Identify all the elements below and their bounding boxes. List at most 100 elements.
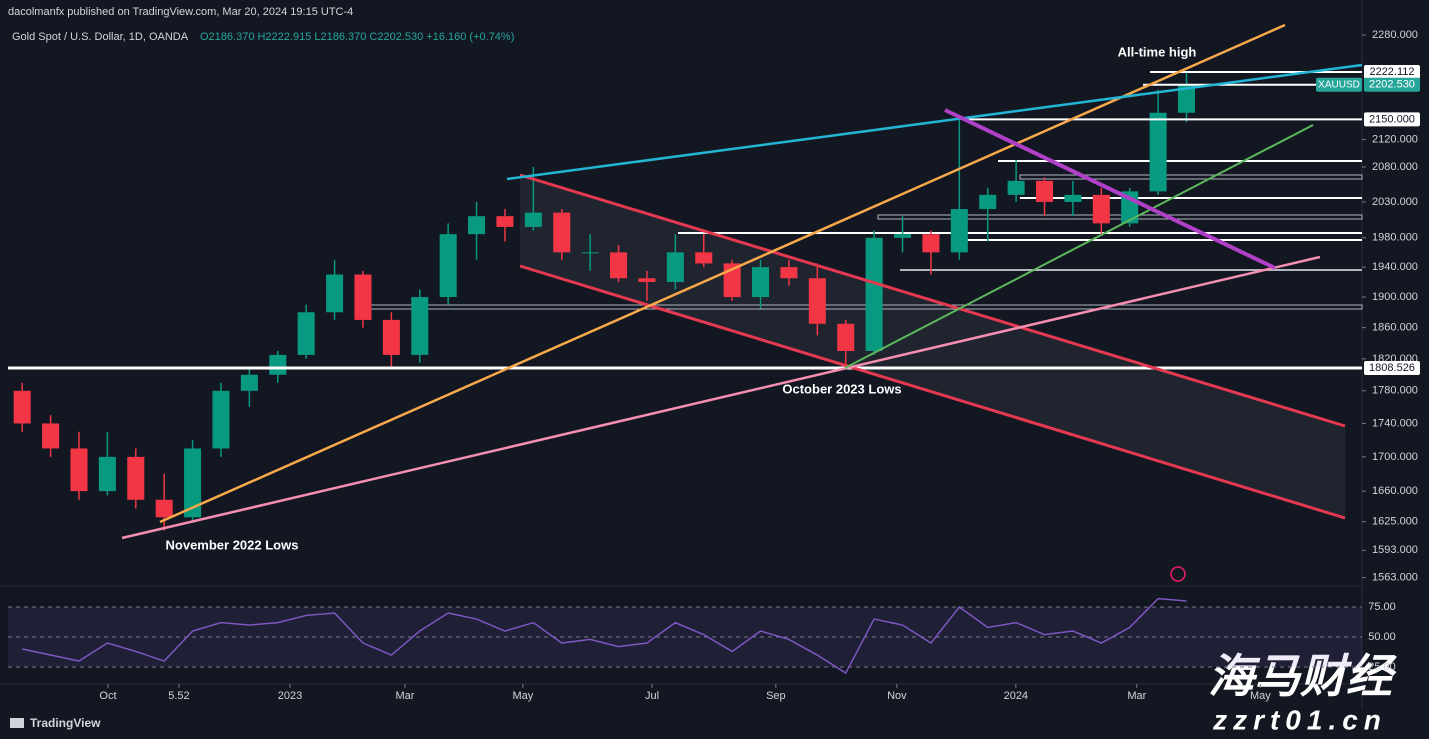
ohlc: O2186.370 H2222.915 L2186.370 C2202.530 … (200, 31, 514, 43)
annotation: November 2022 Lows (166, 537, 299, 552)
trend-line-purple (944, 108, 1276, 270)
publisher: dacolmanfx published on TradingView.com,… (8, 6, 353, 18)
candle-body (70, 448, 88, 492)
trend-line-green (844, 124, 1314, 369)
candle-body (1149, 112, 1167, 192)
candle-body (581, 252, 599, 254)
resistance-line (506, 63, 1363, 181)
candle-body (808, 278, 826, 324)
y-tick-label: 1563.000 (1372, 572, 1418, 584)
x-tick-label: Mar (1127, 690, 1146, 702)
candle-body (155, 499, 173, 518)
candle-body (184, 448, 202, 518)
candle-body (354, 274, 372, 320)
candle-body (837, 323, 855, 351)
candle-body (212, 390, 230, 449)
drawings (356, 160, 1363, 518)
candle-body (496, 216, 514, 227)
channel-fill (520, 175, 1345, 518)
y-tick-label: 75.00 (1368, 601, 1396, 613)
event-icon[interactable] (1170, 566, 1186, 582)
y-tick-label: 1625.000 (1372, 516, 1418, 528)
y-tick-label: 2030.000 (1372, 196, 1418, 208)
zone (877, 214, 1363, 220)
x-tick-label: Oct (99, 690, 116, 702)
x-tick-label: Jul (645, 690, 659, 702)
candle-body (269, 354, 287, 375)
x-tick-label: May (512, 690, 533, 702)
candles (13, 71, 1196, 531)
y-tick-label: 1740.000 (1372, 417, 1418, 429)
channel-lower (519, 264, 1346, 520)
x-tick-label: Nov (887, 690, 907, 702)
annotation: All-time high (1118, 44, 1197, 59)
candle-body (1064, 194, 1082, 202)
last-name: XAUUSD (1318, 79, 1360, 90)
candle-body (1035, 180, 1054, 202)
y-tick-label: 1780.000 (1372, 385, 1418, 397)
support-line (121, 255, 1321, 540)
watermark-url: zzrt01.cn (1212, 704, 1387, 735)
candle-body (695, 252, 713, 264)
symbol: Gold Spot / U.S. Dollar, 1D, OANDA (12, 31, 189, 43)
level-badge (1364, 65, 1420, 80)
candle-body (42, 423, 60, 449)
level-label: 1808.526 (1369, 362, 1415, 374)
level-badge (1364, 112, 1420, 127)
candle-body (326, 274, 344, 313)
x-tick-label: May (1250, 690, 1271, 702)
last-price-label: 2202.530 (1369, 79, 1415, 91)
candle-body (382, 319, 400, 355)
brand-logo (10, 718, 24, 728)
candle-body (468, 216, 486, 235)
y-tick-label: 2080.000 (1372, 161, 1418, 173)
candle-body (950, 209, 968, 253)
y-tick-label: 2120.000 (1372, 134, 1418, 146)
candle-body (780, 267, 798, 279)
candle-body (1177, 84, 1196, 113)
x-tick-label: 5.52 (168, 690, 189, 702)
candle-body (752, 267, 770, 298)
y-tick-label: 1980.000 (1372, 232, 1418, 244)
candle-body (411, 297, 429, 355)
annotation: October 2023 Lows (782, 381, 901, 396)
candle-body (894, 234, 912, 238)
zone (1019, 174, 1363, 180)
level-badge (1364, 360, 1420, 375)
level-label: 2222.112 (1369, 66, 1414, 78)
x-tick-label: Sep (766, 690, 786, 702)
candle-body (666, 252, 684, 283)
level-label: 2150.000 (1369, 113, 1415, 125)
candle-body (240, 374, 258, 391)
trend-line (159, 23, 1286, 524)
candle-body (979, 194, 997, 210)
candle-body (524, 212, 542, 227)
candle-body (1007, 180, 1025, 195)
candle-body (98, 456, 116, 492)
candle-body (127, 456, 145, 500)
candle-body (13, 390, 31, 424)
candle-body (610, 252, 628, 279)
x-tick-label: Mar (396, 690, 415, 702)
y-tick-label: 1860.000 (1372, 322, 1418, 334)
candle-body (1092, 194, 1110, 224)
y-tick-label: 25.00 (1368, 661, 1396, 673)
candle-body (297, 312, 315, 355)
brand: TradingView (30, 716, 101, 730)
y-tick-label: 2280.000 (1372, 29, 1418, 41)
watermark: 海马财经 (1208, 650, 1397, 702)
candle-body (865, 237, 883, 351)
channel-upper (519, 173, 1346, 428)
x-tick-label: 2024 (1004, 690, 1028, 702)
candle-body (553, 212, 571, 253)
candle-body (439, 234, 457, 298)
y-tick-label: 1940.000 (1372, 261, 1418, 273)
y-tick-label: 1700.000 (1372, 451, 1418, 463)
last-name-badge (1316, 77, 1362, 92)
rsi-line (22, 597, 1187, 675)
last-price-badge (1364, 77, 1420, 92)
trendlines (121, 23, 1363, 540)
x-tick-label: 2023 (278, 690, 302, 702)
candle-body (922, 234, 940, 253)
